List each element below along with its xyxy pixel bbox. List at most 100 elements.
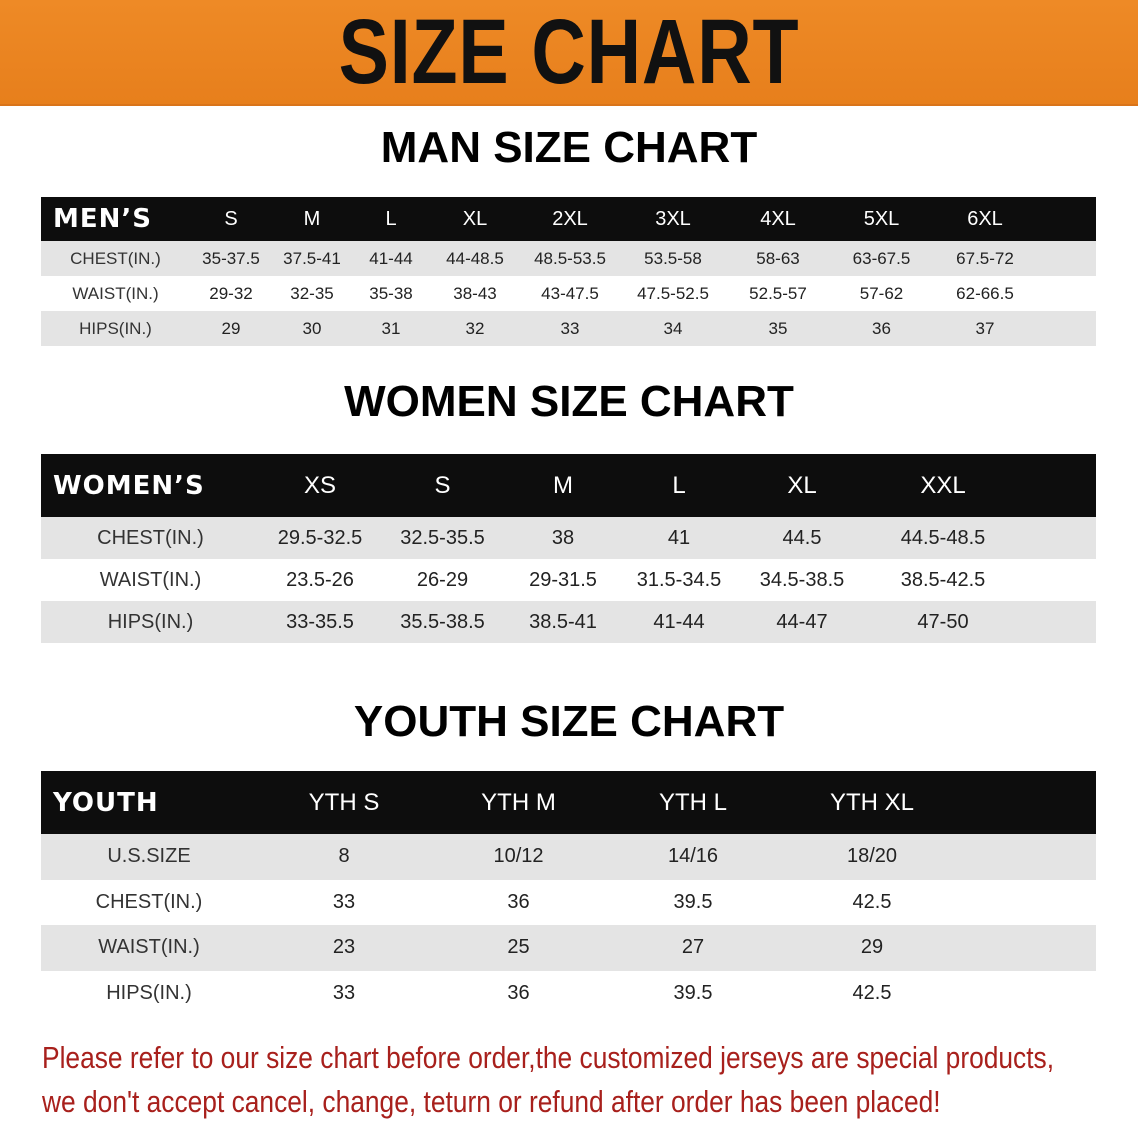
measurement-value: 37 [975, 318, 995, 338]
size-header: YTH L [658, 788, 727, 816]
size-header: 5XL [863, 207, 900, 230]
size-header: YTH XL [829, 788, 915, 816]
size-header: 4XL [760, 207, 796, 230]
youth-header-row: YOUTH YTH S YTH M YTH L YTH XL [41, 771, 1096, 834]
size-header: M [553, 471, 573, 499]
empty-cell [1037, 197, 1096, 241]
size-header: 3XL [655, 207, 691, 230]
measurement-value: 52.5-57 [749, 283, 807, 303]
measurement-label: U.S.SIZE [107, 845, 191, 868]
measurement-value: 14/16 [667, 845, 719, 868]
measurement-value: 38 [551, 526, 575, 549]
measurement-value: 34.5-38.5 [759, 568, 845, 591]
measurement-value: 23 [332, 936, 356, 959]
measurement-value: 41-44 [653, 610, 705, 633]
measurement-value: 8 [338, 845, 350, 868]
size-header: 6XL [967, 207, 1003, 230]
measurement-value: 37.5-41 [283, 248, 341, 268]
youth-section-title: YOUTH SIZE CHART [353, 697, 785, 746]
empty-cell [1019, 559, 1096, 601]
measurement-value: 38-43 [453, 283, 497, 303]
measurement-value: 63-67.5 [852, 248, 911, 268]
measurement-value: 38.5-42.5 [900, 568, 986, 591]
measurement-label: CHEST(IN.) [97, 526, 204, 549]
measurement-value: 34 [663, 318, 683, 338]
size-header: S [224, 207, 238, 230]
measurement-value: 10/12 [493, 845, 544, 868]
empty-cell [1019, 601, 1096, 643]
men-section-title: MAN SIZE CHART [380, 123, 758, 172]
table-row: HIPS(IN.) 33 36 39.5 42.5 [41, 970, 1096, 1017]
empty-cell [964, 834, 1096, 880]
measurement-value: 53.5-58 [644, 248, 702, 268]
measurement-value: 29 [860, 936, 884, 959]
size-header: XXL [920, 471, 966, 499]
measurement-value: 38.5-41 [529, 610, 597, 633]
measurement-value: 44.5 [782, 526, 822, 549]
table-row: HIPS(IN.) 33-35.5 35.5-38.5 38.5-41 41-44 44-… [41, 601, 1096, 643]
measurement-value: 18/20 [846, 845, 898, 868]
measurement-value: 32.5-35.5 [400, 526, 485, 549]
measurement-value: 31 [381, 318, 401, 338]
table-row: WAIST(IN.) 29-32 32-35 35-38 38-43 43-47.5 47.… [41, 276, 1096, 311]
men-header-row: MEN’S S M L XL 2XL 3XL 4XL 5XL 6XL [41, 197, 1096, 241]
size-header: YTH M [481, 788, 556, 816]
measurement-value: 36 [507, 890, 530, 913]
size-header: L [385, 207, 397, 230]
measurement-label: WAIST(IN.) [72, 283, 159, 303]
measurement-value: 35.5-38.5 [400, 610, 485, 633]
empty-cell [1019, 517, 1096, 559]
table-row: WAIST(IN.) 23.5-26 26-29 29-31.5 31.5-34.5 34… [41, 559, 1096, 601]
empty-cell [964, 971, 1096, 1017]
measurement-value: 33 [560, 318, 580, 338]
measurement-value: 47-50 [917, 610, 969, 633]
size-chart-banner: SIZE CHART [0, 0, 1138, 106]
measurement-label: WAIST(IN.) [98, 936, 200, 959]
measurement-value: 32-35 [290, 283, 334, 303]
empty-cell [1037, 241, 1096, 276]
empty-cell [964, 771, 1096, 834]
table-row: WAIST(IN.) 23 25 27 29 [41, 925, 1096, 971]
measurement-value: 36 [872, 318, 891, 338]
measurement-value: 29 [221, 318, 241, 338]
measurement-label: WAIST(IN.) [99, 568, 202, 591]
size-header: XS [303, 471, 336, 499]
notice-line-1: Please refer to our size chart before or… [42, 1040, 1055, 1075]
measurement-value: 27 [681, 936, 705, 959]
measurement-value: 41 [667, 526, 691, 549]
measurement-label: HIPS(IN.) [79, 318, 152, 338]
empty-cell [964, 880, 1096, 926]
measurement-value: 57-62 [859, 283, 904, 303]
measurement-value: 42.5 [852, 981, 892, 1004]
measurement-value: 44.5-48.5 [900, 526, 986, 549]
size-header: XL [787, 471, 817, 499]
measurement-value: 47.5-52.5 [637, 283, 709, 303]
men-corner-label: MEN’S [53, 204, 152, 234]
women-corner-label: WOMEN’S [53, 470, 205, 501]
measurement-value: 26-29 [416, 568, 469, 591]
measurement-value: 29-31.5 [529, 568, 597, 591]
measurement-label: CHEST(IN.) [70, 248, 161, 268]
youth-size-table: YOUTH YTH S YTH M YTH L YTH XL U.S.SIZE 8 10/12… [41, 771, 1096, 1016]
measurement-value: 43-47.5 [541, 283, 599, 303]
measurement-label: HIPS(IN.) [106, 981, 192, 1004]
measurement-value: 29-32 [209, 283, 253, 303]
measurement-value: 33-35.5 [286, 610, 354, 633]
measurement-value: 29.5-32.5 [277, 526, 363, 549]
measurement-value: 35 [768, 318, 788, 338]
measurement-value: 41-44 [369, 248, 413, 268]
table-row: CHEST(IN.) 35-37.5 37.5-41 41-44 44-48.5 48.5… [41, 241, 1096, 276]
measurement-value: 35-37.5 [202, 248, 260, 268]
measurement-value: 44-47 [776, 610, 828, 633]
measurement-value: 62-66.5 [956, 283, 1014, 303]
measurement-value: 33 [332, 981, 356, 1004]
women-header-row: WOMEN’S XS S M L XL XXL [41, 454, 1096, 517]
table-row: CHEST(IN.) 29.5-32.5 32.5-35.5 38 41 44.5 44.5… [41, 517, 1096, 559]
notice-line-2: we don't accept cancel, change, teturn o… [42, 1084, 941, 1119]
measurement-label: HIPS(IN.) [107, 610, 194, 633]
measurement-value: 42.5 [852, 890, 892, 913]
measurement-value: 32 [465, 318, 485, 338]
measurement-value: 31.5-34.5 [636, 568, 722, 591]
measurement-value: 58-63 [756, 248, 800, 268]
women-section-title: WOMEN SIZE CHART [344, 377, 794, 426]
